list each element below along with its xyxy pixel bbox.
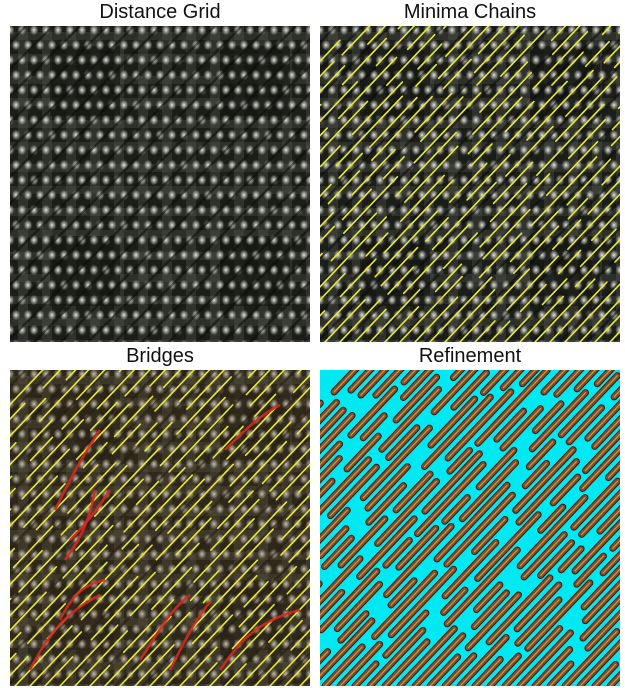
- panel-minima-chains: Minima Chains: [320, 0, 620, 342]
- panel-title: Bridges: [126, 345, 194, 367]
- panel-distance-grid: Distance Grid: [10, 0, 310, 342]
- panel-bridges: Bridges: [10, 344, 310, 686]
- bridges-image: [10, 370, 310, 686]
- panel-title: Refinement: [418, 345, 522, 367]
- panel-refinement: Refinement: [320, 344, 620, 686]
- panel-title: Distance Grid: [99, 1, 221, 23]
- panel-title: Minima Chains: [403, 1, 537, 23]
- refinement-image: [320, 370, 620, 686]
- minima-chains-image: [320, 26, 620, 342]
- distance-grid-image: [10, 26, 310, 342]
